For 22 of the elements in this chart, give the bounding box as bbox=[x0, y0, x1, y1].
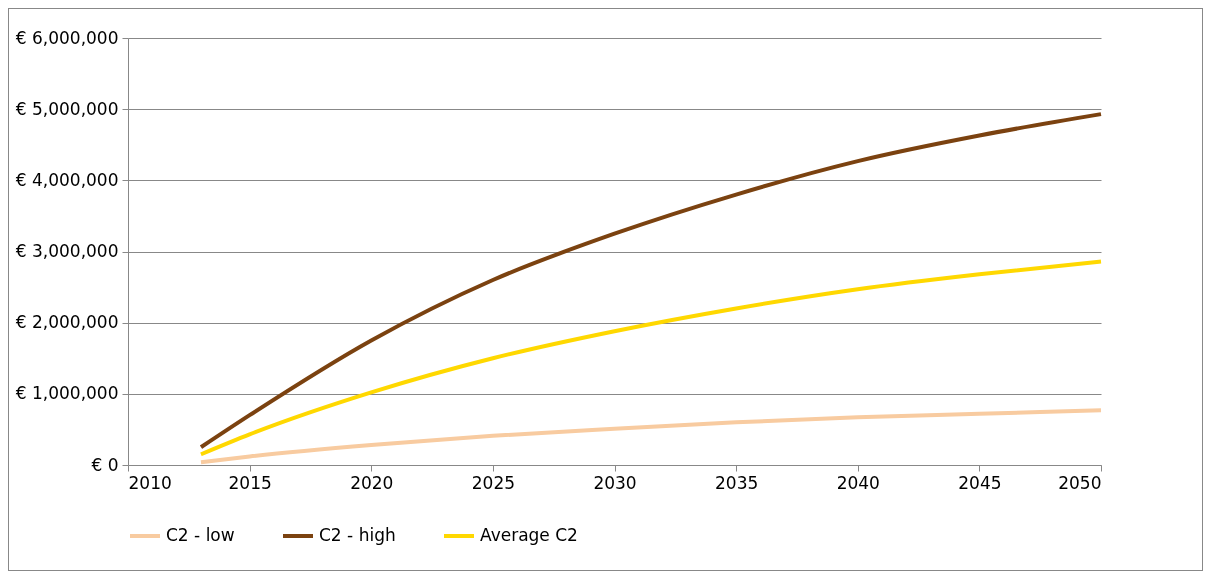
x-tick-label: 2050 bbox=[1058, 472, 1102, 493]
x-tick-label: 2030 bbox=[593, 472, 637, 493]
legend-label: Average C2 bbox=[480, 525, 578, 545]
x-tick-label: 2010 bbox=[128, 472, 172, 493]
line-series bbox=[198, 408, 1103, 465]
y-tick-label: € 0 bbox=[91, 454, 119, 475]
x-tick-label: 2040 bbox=[836, 472, 880, 493]
x-tick-label: 2045 bbox=[958, 472, 1002, 493]
y-tick-label: € 3,000,000 bbox=[15, 241, 119, 261]
line-series bbox=[198, 112, 1103, 450]
legend-label: C2 - low bbox=[166, 525, 235, 545]
x-tick-label: 2020 bbox=[350, 472, 394, 493]
y-tick-label: € 6,000,000 bbox=[15, 27, 119, 48]
x-tick-label: 2035 bbox=[714, 472, 759, 493]
x-tick-label: 2015 bbox=[228, 472, 272, 493]
y-tick-label: € 1,000,000 bbox=[15, 383, 119, 404]
line-series bbox=[198, 259, 1103, 457]
x-tick-label: 2025 bbox=[471, 472, 516, 493]
legend-label: C2 - high bbox=[319, 525, 396, 545]
y-tick-label: € 4,000,000 bbox=[15, 169, 119, 190]
y-tick-label: € 2,000,000 bbox=[15, 312, 119, 333]
y-tick-label: € 5,000,000 bbox=[15, 98, 119, 119]
